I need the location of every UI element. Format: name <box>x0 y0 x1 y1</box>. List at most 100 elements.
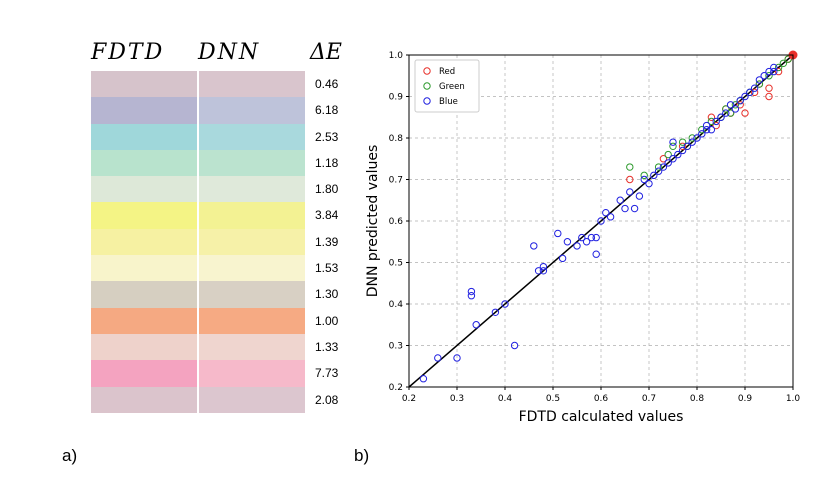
point-blue <box>453 354 461 362</box>
fdtd-color-swatch <box>91 255 197 282</box>
swatch-row: 6.18 <box>91 97 338 124</box>
point-blue <box>674 150 682 159</box>
y-tick-label: 0.5 <box>389 259 403 269</box>
scatter-panel: 0.2 0.3 0.4 0.5 0.6 0.7 0.8 0.9 1.0 0.2 0.3 0.4 0.5 0… <box>360 0 830 475</box>
point-red <box>707 113 716 121</box>
fdtd-color-swatch <box>91 307 197 334</box>
point-blue <box>501 300 509 308</box>
point-blue <box>707 126 716 134</box>
point-green <box>664 150 672 159</box>
x-tick-label: 0.2 <box>402 394 416 404</box>
point-blue <box>659 163 668 171</box>
point-green <box>688 134 696 142</box>
y-tick-label: 0.6 <box>389 217 404 227</box>
y-tick-label: 0.3 <box>389 342 403 352</box>
point-red <box>741 109 749 117</box>
panel-label-a: a) <box>62 446 78 465</box>
delta-e-value: 6.18 <box>315 103 339 118</box>
point-blue <box>712 117 720 126</box>
dnn-color-swatch <box>199 149 305 177</box>
fdtd-color-swatch <box>91 228 197 256</box>
point-red <box>712 121 720 130</box>
delta-e-value: 1.30 <box>315 287 339 302</box>
point-green <box>774 63 783 72</box>
point-blue <box>698 130 706 138</box>
swatch-row: 2.53 <box>91 123 338 150</box>
fdtd-color-swatch <box>91 123 197 150</box>
fdtd-color-swatch <box>91 360 197 387</box>
dnn-color-swatch <box>199 123 305 150</box>
delta-e-value: 2.08 <box>315 392 339 407</box>
swatch-divider <box>197 176 199 203</box>
dnn-color-swatch <box>199 386 305 413</box>
point-blue <box>717 113 725 121</box>
swatch-row: 7.73 <box>91 360 338 387</box>
fdtd-color-swatch <box>91 71 197 98</box>
delta-e-value: 1.53 <box>315 261 339 276</box>
fdtd-color-swatch <box>91 149 197 177</box>
dnn-color-swatch <box>199 176 305 203</box>
point-green <box>698 126 706 134</box>
point-blue <box>510 341 519 350</box>
point-blue <box>702 126 711 134</box>
data-points <box>419 50 798 383</box>
legend-label-green: Green <box>439 82 465 92</box>
point-blue <box>592 250 600 258</box>
point-blue <box>760 72 768 80</box>
y-tick-label: 0.8 <box>389 134 404 144</box>
delta-e-value: 0.46 <box>315 77 339 91</box>
fdtd-color-swatch <box>91 176 197 203</box>
legend: Red Green Blue <box>414 59 480 113</box>
delta-e-value: 1.80 <box>315 182 339 197</box>
point-green <box>640 171 648 180</box>
swatch-row: 1.18 <box>91 149 338 177</box>
point-blue <box>702 121 711 130</box>
dnn-color-swatch <box>199 228 305 256</box>
legend-label-blue: Blue <box>439 97 458 107</box>
swatch-divider <box>197 360 199 387</box>
point-blue <box>539 267 548 275</box>
swatch-row: 1.80 <box>91 176 338 203</box>
delta-e-value: 2.53 <box>315 129 339 144</box>
legend-box <box>414 59 480 113</box>
point-red <box>736 101 744 109</box>
point-blue <box>688 138 696 146</box>
point-blue <box>573 242 581 250</box>
fdtd-color-swatch <box>91 281 197 308</box>
point-blue <box>472 321 480 329</box>
delta-e-value: 1.33 <box>315 339 339 354</box>
point-blue <box>741 92 749 101</box>
point-red <box>765 84 773 92</box>
column-header-fdtd: FDTD <box>91 40 165 65</box>
point-red <box>626 175 634 184</box>
swatch-row: 2.08 <box>91 386 338 413</box>
point-blue <box>530 242 538 250</box>
swatch-divider <box>197 97 199 124</box>
delta-e-value: 1.00 <box>315 313 339 328</box>
point-blue <box>467 292 476 300</box>
delta-e-value: 7.73 <box>315 366 339 381</box>
point-green <box>765 72 773 80</box>
point-blue <box>616 196 624 204</box>
y-tick-label: 0.7 <box>389 176 403 186</box>
legend-marker-blue <box>423 97 431 105</box>
delta-e-value: 1.39 <box>315 234 339 249</box>
dnn-color-swatch <box>199 97 305 124</box>
swatch-divider <box>197 281 199 308</box>
point-green <box>779 59 788 67</box>
swatch-row: 1.00 <box>91 307 338 334</box>
point-blue <box>419 375 428 383</box>
point-blue <box>650 171 658 180</box>
point-blue <box>664 159 672 167</box>
point-blue <box>770 63 778 72</box>
x-axis-label: FDTD calculated values <box>519 409 684 425</box>
swatch-rows: 0.46 6.18 2.53 1.18 1.80 3.84 1.39 1.53 1.30 1.00… <box>91 71 338 413</box>
point-blue <box>582 238 591 246</box>
dnn-color-swatch <box>199 255 305 282</box>
swatch-divider <box>197 307 199 334</box>
dnn-color-swatch <box>199 307 305 334</box>
axis-ticks: 0.2 0.3 0.4 0.5 0.6 0.7 0.8 0.9 1.0 0.2 0.3 0.4 0.5 0… <box>389 51 801 404</box>
legend-marker-green <box>423 82 431 90</box>
fdtd-color-swatch <box>91 333 197 361</box>
point-blue <box>722 109 730 117</box>
